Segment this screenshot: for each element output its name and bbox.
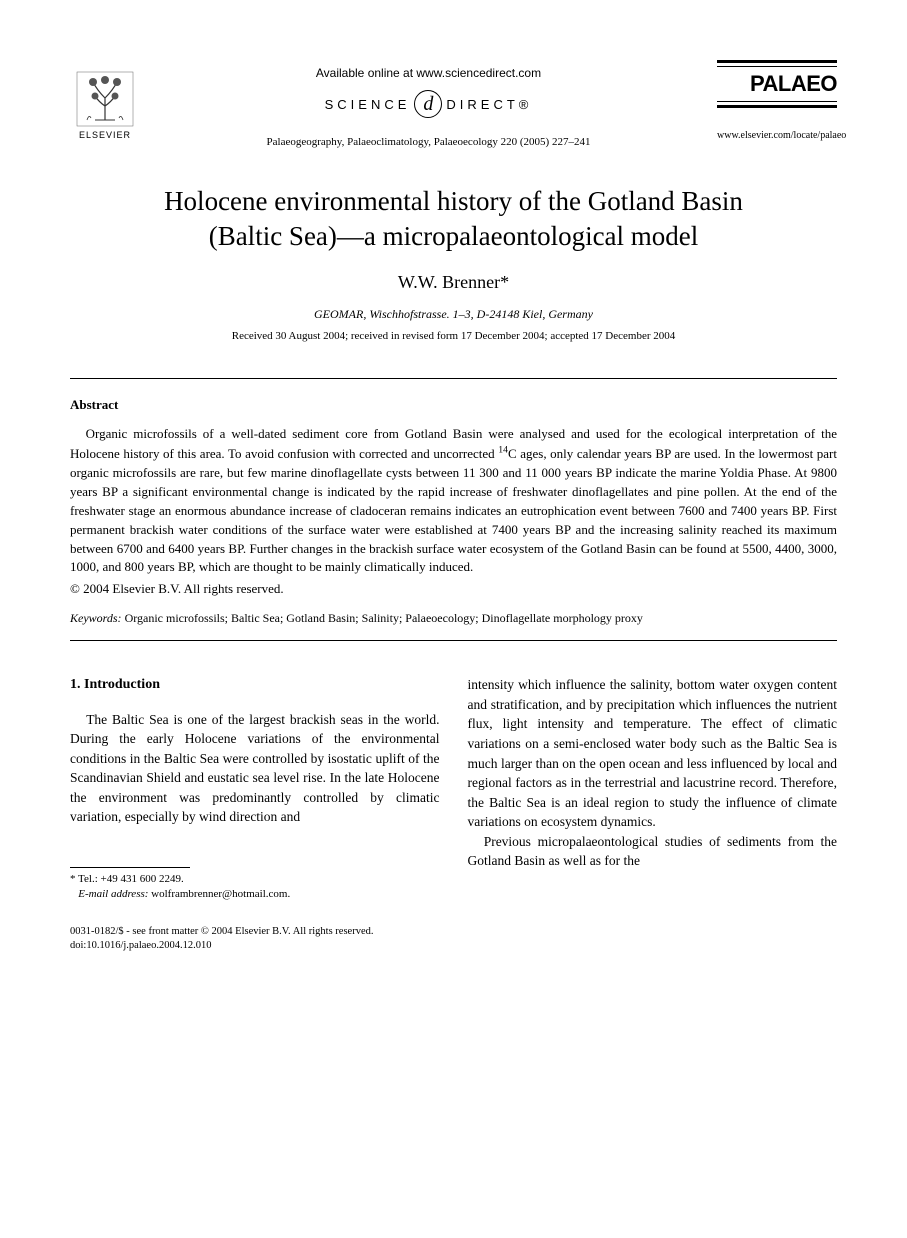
keywords-text: Organic microfossils; Baltic Sea; Gotlan… — [125, 611, 643, 625]
author-corresponding-mark: * — [500, 272, 509, 292]
sd-left-text: SCIENCE — [325, 97, 411, 112]
sd-at-icon: d — [414, 90, 442, 118]
footnote-tel-value: +49 431 600 2249. — [101, 873, 184, 885]
footnote-tel-label: * Tel.: — [70, 873, 98, 885]
section-1-para-1-cont: intensity which influence the salinity, … — [468, 675, 838, 832]
sd-right-text: DIRECT® — [446, 97, 532, 112]
keywords-line: Keywords: Organic microfossils; Baltic S… — [70, 611, 837, 626]
abstract-body: Organic microfossils of a well-dated sed… — [70, 425, 837, 577]
section-1-para-1: The Baltic Sea is one of the largest bra… — [70, 710, 440, 827]
keywords-label: Keywords: — [70, 611, 122, 625]
affiliation: GEOMAR, Wischhofstrasse. 1–3, D-24148 Ki… — [70, 307, 837, 322]
abstract-heading: Abstract — [70, 397, 837, 413]
page-footer: 0031-0182/$ - see front matter © 2004 El… — [70, 925, 837, 954]
section-1-para-2: Previous micropalaeontological studies o… — [468, 832, 838, 871]
journal-name: PALAEO — [717, 71, 837, 97]
journal-rule-thick — [717, 60, 837, 63]
footer-doi: doi:10.1016/j.palaeo.2004.12.010 — [70, 939, 837, 954]
elsevier-tree-icon — [75, 70, 135, 128]
journal-rule-thin-2 — [717, 101, 837, 102]
title-line-1: Holocene environmental history of the Go… — [164, 186, 743, 216]
article-dates: Received 30 August 2004; received in rev… — [70, 330, 837, 342]
sciencedirect-logo: SCIENCE d DIRECT® — [325, 90, 533, 118]
footer-copyright: 0031-0182/$ - see front matter © 2004 El… — [70, 925, 837, 940]
footnote-email-value: wolframbrenner@hotmail.com. — [151, 888, 290, 900]
citation-line: Palaeogeography, Palaeoclimatology, Pala… — [140, 136, 717, 148]
author-line: W.W. Brenner* — [70, 272, 837, 293]
title-line-2: (Baltic Sea)—a micropalaeontological mod… — [209, 221, 699, 251]
column-left: 1. Introduction The Baltic Sea is one of… — [70, 675, 440, 902]
journal-logo-box: PALAEO www.elsevier.com/locate/palaeo — [717, 60, 837, 141]
footnote-email-label: E-mail address: — [78, 888, 148, 900]
elsevier-label: ELSEVIER — [79, 130, 131, 140]
available-online-text: Available online at www.sciencedirect.co… — [140, 66, 717, 80]
author-name: W.W. Brenner — [398, 272, 500, 292]
header-center: Available online at www.sciencedirect.co… — [140, 60, 717, 148]
article-title: Holocene environmental history of the Go… — [100, 184, 807, 254]
journal-rule-thin — [717, 66, 837, 67]
abstract-top-rule — [70, 378, 837, 379]
footnote-email: E-mail address: wolframbrenner@hotmail.c… — [70, 887, 440, 902]
footnote-tel: * Tel.: +49 431 600 2249. — [70, 872, 440, 887]
journal-url: www.elsevier.com/locate/palaeo — [717, 130, 837, 141]
body-columns: 1. Introduction The Baltic Sea is one of… — [70, 675, 837, 902]
abstract-bottom-rule — [70, 640, 837, 641]
column-right: intensity which influence the salinity, … — [468, 675, 838, 902]
elsevier-logo: ELSEVIER — [70, 60, 140, 140]
page-header: ELSEVIER Available online at www.science… — [70, 60, 837, 148]
abstract-copyright: © 2004 Elsevier B.V. All rights reserved… — [70, 581, 837, 597]
footnote-rule — [70, 867, 190, 868]
section-1-heading: 1. Introduction — [70, 675, 440, 695]
journal-rule-thick-2 — [717, 105, 837, 108]
